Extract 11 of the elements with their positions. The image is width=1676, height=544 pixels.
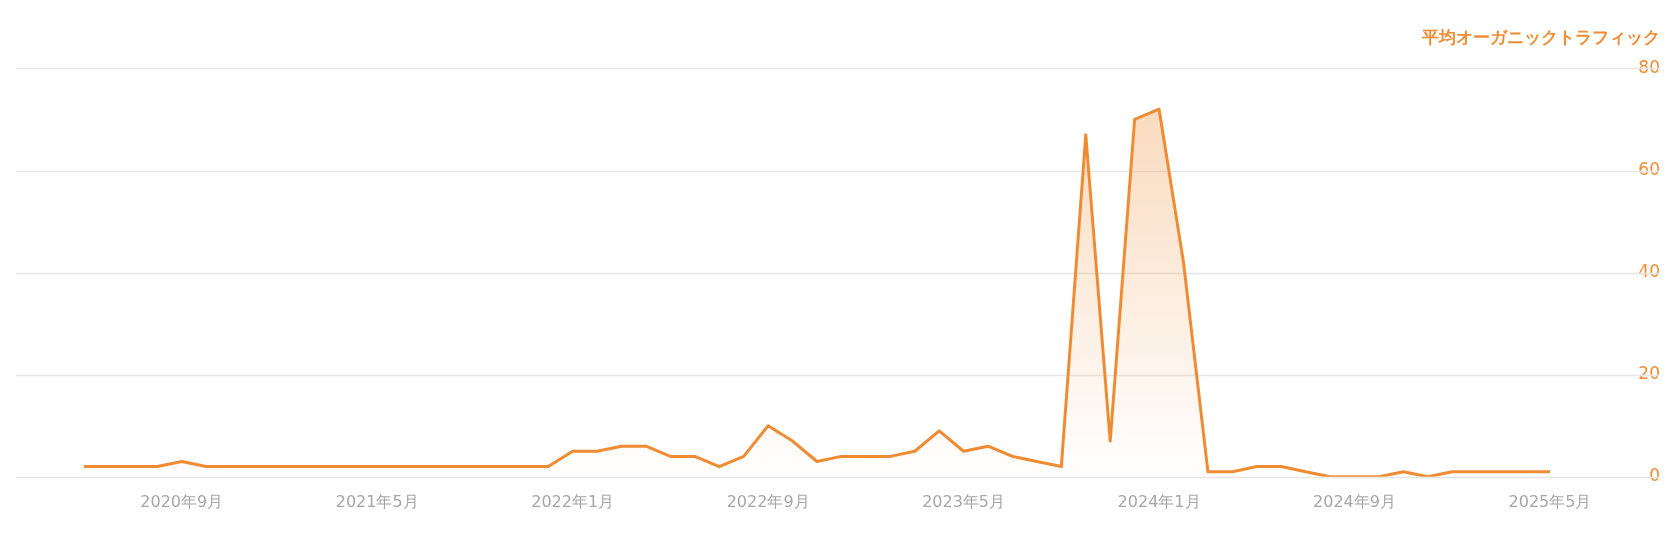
- x-tick-label: 2024年9月: [1313, 491, 1396, 511]
- x-tick-label: 2022年9月: [726, 491, 810, 511]
- x-tick-label: 2025年5月: [1508, 491, 1592, 511]
- x-tick-label: 2024年1月: [1117, 491, 1201, 511]
- y-axis-title: 平均オーガニックトラフィック: [1421, 26, 1660, 47]
- x-tick-label: 2023年5月: [922, 491, 1006, 511]
- x-tick-label: 2020年9月: [140, 491, 224, 511]
- x-tick-label: 2022年1月: [531, 491, 615, 511]
- x-tick-label: 2021年5月: [335, 491, 419, 511]
- y-tick-label: 20: [1638, 363, 1660, 384]
- y-tick-label: 0: [1649, 465, 1660, 486]
